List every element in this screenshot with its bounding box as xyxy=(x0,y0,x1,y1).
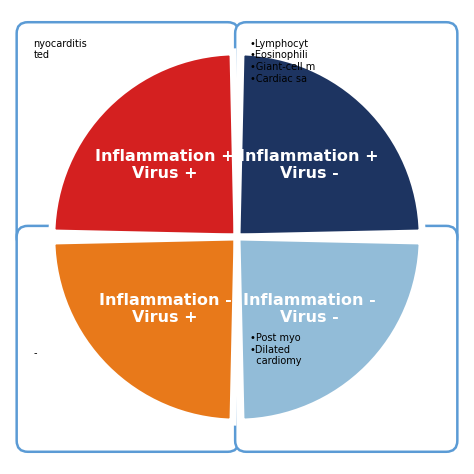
Wedge shape xyxy=(237,237,422,422)
Text: •Lymphocyt
•Eosinophili
•Giant-cell m
•Cardiac sa: •Lymphocyt •Eosinophili •Giant-cell m •C… xyxy=(250,39,315,84)
Text: •Post myo
•Dilated
  cardiomy: •Post myo •Dilated cardiomy xyxy=(250,333,301,366)
FancyBboxPatch shape xyxy=(235,22,457,248)
Text: -: - xyxy=(33,348,37,358)
Wedge shape xyxy=(52,52,237,237)
Text: Inflammation -
Virus +: Inflammation - Virus + xyxy=(99,293,231,325)
FancyBboxPatch shape xyxy=(235,226,457,452)
Text: Inflammation +
Virus +: Inflammation + Virus + xyxy=(95,149,235,181)
FancyBboxPatch shape xyxy=(17,226,239,452)
Text: Inflammation +
Virus -: Inflammation + Virus - xyxy=(239,149,379,181)
Wedge shape xyxy=(52,237,237,422)
Wedge shape xyxy=(237,52,422,237)
FancyBboxPatch shape xyxy=(17,22,239,248)
Text: nyocarditis
ted: nyocarditis ted xyxy=(33,39,87,61)
Text: Inflammation -
Virus -: Inflammation - Virus - xyxy=(243,293,375,325)
